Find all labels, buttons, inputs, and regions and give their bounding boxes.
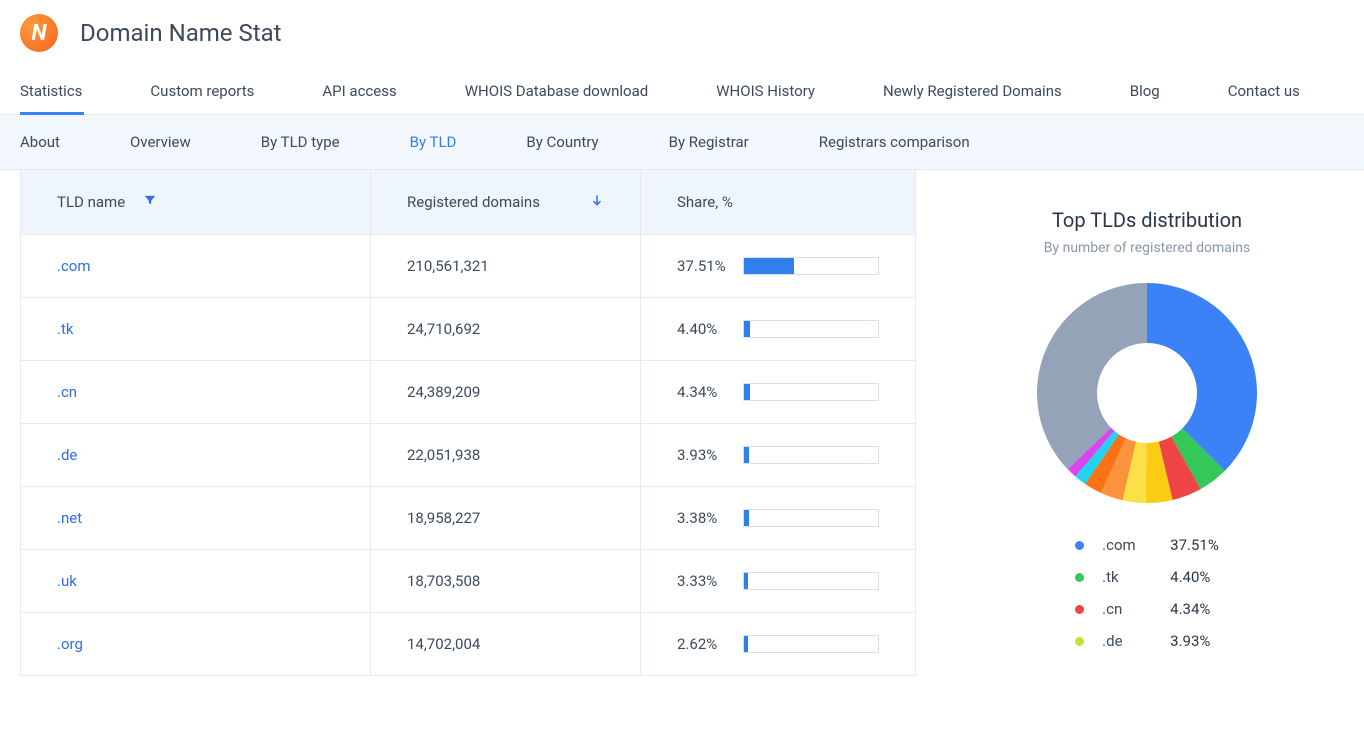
chart-legend: .com37.51%.tk4.40%.cn4.34%.de3.93% (1075, 536, 1219, 664)
tld-link[interactable]: .tk (21, 298, 371, 360)
nav-secondary-item[interactable]: By Country (526, 115, 598, 169)
tld-link[interactable]: .de (21, 424, 371, 486)
col-header-label: TLD name (57, 193, 125, 211)
share-cell: 4.40% (641, 298, 915, 360)
nav-primary-item[interactable]: API access (322, 74, 396, 114)
nav-secondary-item[interactable]: About (20, 115, 60, 169)
table-header-row: TLD name Registered domains Share, % (21, 170, 915, 235)
table-row: .com210,561,321 37.51% (21, 235, 915, 298)
share-bar (743, 257, 879, 275)
registered-value: 18,958,227 (371, 487, 641, 549)
nav-secondary-item[interactable]: By TLD (410, 115, 457, 169)
nav-primary-item[interactable]: Blog (1130, 74, 1160, 114)
legend-item[interactable]: .com37.51% (1075, 536, 1219, 554)
share-bar (743, 509, 879, 527)
registered-value: 14,702,004 (371, 613, 641, 675)
share-bar (743, 320, 879, 338)
chart-title: Top TLDs distribution (950, 208, 1344, 232)
col-header-share[interactable]: Share, % (641, 170, 915, 234)
share-cell: 37.51% (641, 235, 915, 297)
tld-table: TLD name Registered domains Share, % .co… (20, 170, 916, 676)
tld-link[interactable]: .uk (21, 550, 371, 612)
table-row: .cn24,389,209 4.34% (21, 361, 915, 424)
nav-primary-item[interactable]: WHOIS History (716, 74, 815, 114)
registered-value: 22,051,938 (371, 424, 641, 486)
nav-secondary-item[interactable]: Registrars comparison (819, 115, 970, 169)
share-cell: 3.33% (641, 550, 915, 612)
content-area: TLD name Registered domains Share, % .co… (0, 170, 1364, 676)
col-header-tld-name[interactable]: TLD name (21, 170, 371, 234)
nav-primary-item[interactable]: WHOIS Database download (465, 74, 649, 114)
nav-primary-item[interactable]: Newly Registered Domains (883, 74, 1062, 114)
registered-value: 24,710,692 (371, 298, 641, 360)
tld-link[interactable]: .cn (21, 361, 371, 423)
logo-icon: N (20, 14, 58, 52)
nav-primary-item[interactable]: Contact us (1228, 74, 1300, 114)
table-row: .org14,702,004 2.62% (21, 613, 915, 676)
legend-value: 3.93% (1170, 632, 1210, 650)
legend-value: 4.40% (1170, 568, 1210, 586)
legend-item[interactable]: .cn4.34% (1075, 600, 1219, 618)
nav-primary-item[interactable]: Statistics (20, 74, 82, 114)
legend-label: .de (1102, 632, 1170, 650)
share-bar (743, 383, 879, 401)
filter-icon[interactable] (143, 193, 157, 211)
share-percent: 3.93% (677, 446, 743, 464)
share-cell: 3.38% (641, 487, 915, 549)
tld-link[interactable]: .net (21, 487, 371, 549)
share-percent: 2.62% (677, 635, 743, 653)
legend-value: 4.34% (1170, 600, 1210, 618)
share-cell: 4.34% (641, 361, 915, 423)
legend-label: .com (1102, 536, 1170, 554)
nav-primary: Statistics Custom reports API access WHOIS … (0, 62, 1364, 115)
registered-value: 210,561,321 (371, 235, 641, 297)
registered-value: 18,703,508 (371, 550, 641, 612)
col-header-label: Registered domains (407, 193, 540, 211)
share-cell: 3.93% (641, 424, 915, 486)
share-bar (743, 572, 879, 590)
registered-value: 24,389,209 (371, 361, 641, 423)
legend-dot-icon (1075, 541, 1084, 550)
sort-desc-icon[interactable] (590, 192, 604, 212)
nav-secondary-item[interactable]: By TLD type (261, 115, 340, 169)
donut-chart (950, 278, 1344, 508)
table-row: .tk24,710,692 4.40% (21, 298, 915, 361)
col-header-label: Share, % (677, 193, 733, 211)
share-bar (743, 635, 879, 653)
nav-secondary-item[interactable]: By Registrar (669, 115, 749, 169)
legend-dot-icon (1075, 605, 1084, 614)
share-bar (743, 446, 879, 464)
nav-primary-item[interactable]: Custom reports (150, 74, 254, 114)
share-percent: 3.38% (677, 509, 743, 527)
header: N Domain Name Stat (0, 0, 1364, 62)
nav-secondary-item[interactable]: Overview (130, 115, 191, 169)
share-percent: 4.34% (677, 383, 743, 401)
legend-dot-icon (1075, 573, 1084, 582)
table-row: .net18,958,227 3.38% (21, 487, 915, 550)
table-row: .uk18,703,508 3.33% (21, 550, 915, 613)
legend-label: .cn (1102, 600, 1170, 618)
chart-subtitle: By number of registered domains (950, 240, 1344, 256)
tld-link[interactable]: .org (21, 613, 371, 675)
share-percent: 4.40% (677, 320, 743, 338)
site-title: Domain Name Stat (80, 19, 282, 47)
share-percent: 3.33% (677, 572, 743, 590)
legend-value: 37.51% (1170, 536, 1219, 554)
share-percent: 37.51% (677, 257, 743, 275)
legend-label: .tk (1102, 568, 1170, 586)
chart-panel: Top TLDs distribution By number of regis… (950, 170, 1344, 664)
legend-item[interactable]: .de3.93% (1075, 632, 1219, 650)
legend-dot-icon (1075, 637, 1084, 646)
nav-secondary: About Overview By TLD type By TLD By Country… (0, 115, 1364, 170)
legend-item[interactable]: .tk4.40% (1075, 568, 1219, 586)
table-row: .de22,051,938 3.93% (21, 424, 915, 487)
share-cell: 2.62% (641, 613, 915, 675)
tld-link[interactable]: .com (21, 235, 371, 297)
col-header-registered[interactable]: Registered domains (371, 170, 641, 234)
table-body: .com210,561,321 37.51% .tk24,710,692 4.40%.… (21, 235, 915, 676)
